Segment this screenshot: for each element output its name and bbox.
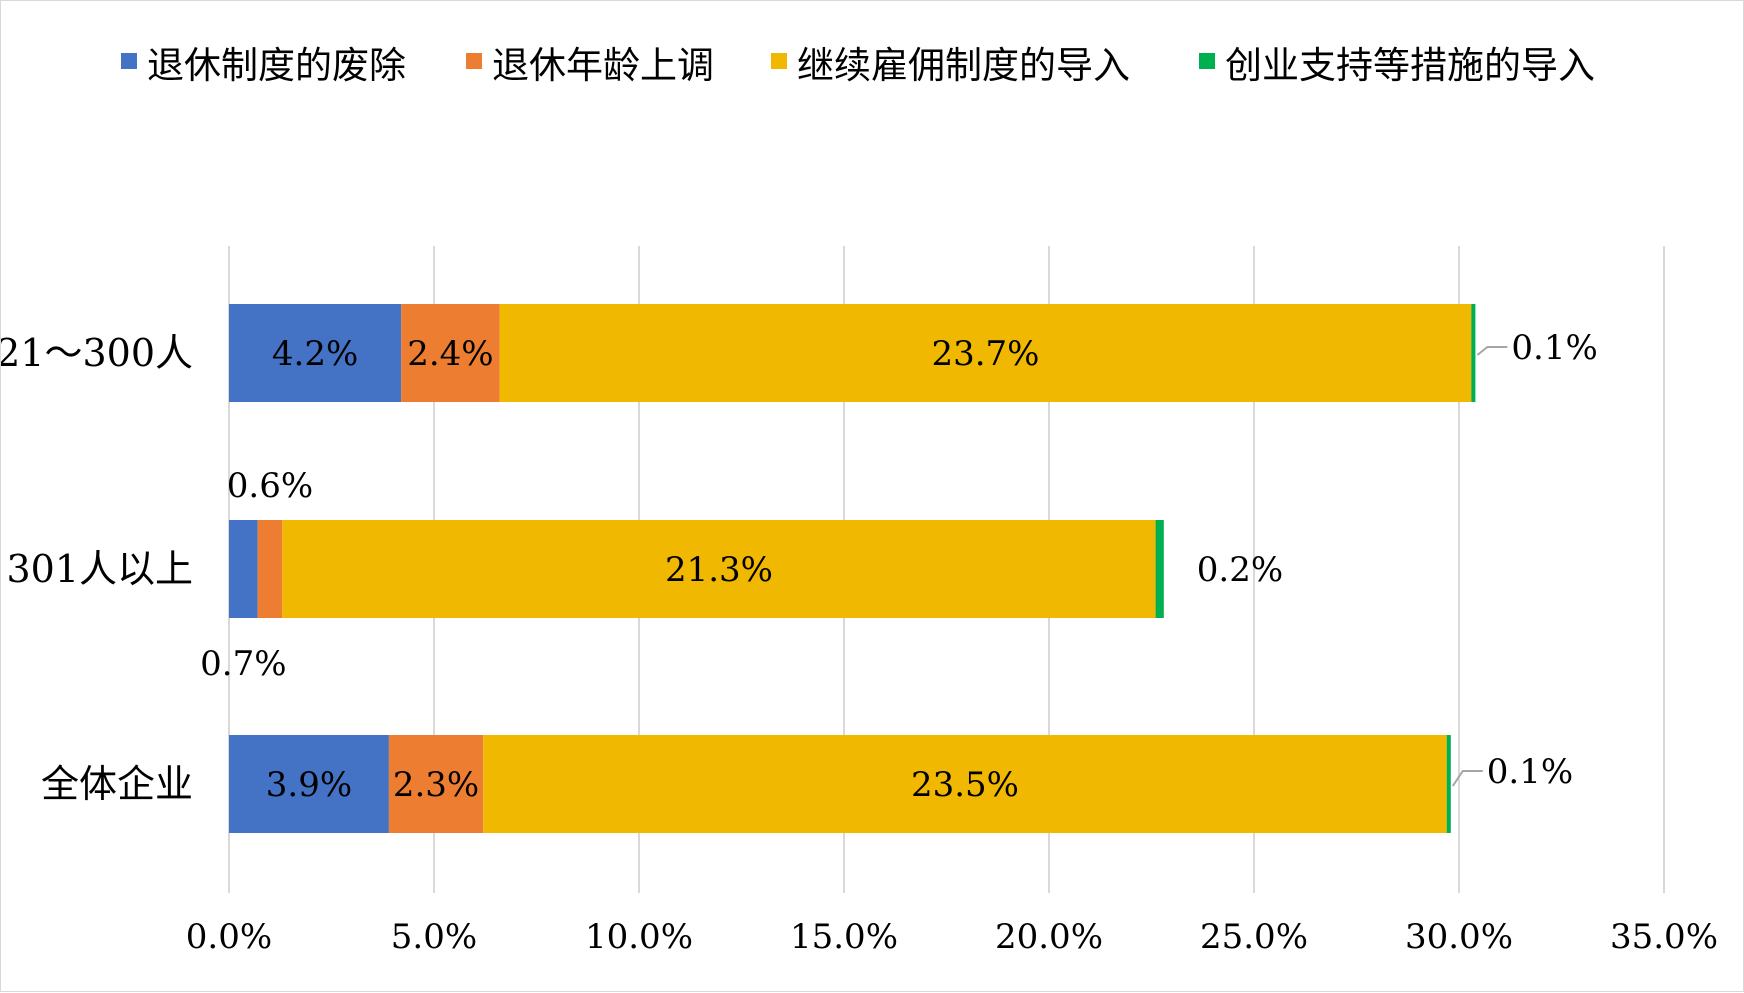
data-label-1-2: 21.3% bbox=[665, 550, 773, 590]
bar-segment-2-3 bbox=[1446, 735, 1451, 833]
bar-segment-0-3 bbox=[1471, 304, 1476, 402]
x-tick-label-7: 35.0% bbox=[1610, 917, 1718, 957]
leader-line-0 bbox=[1476, 346, 1508, 356]
x-tick-label-6: 30.0% bbox=[1405, 917, 1513, 957]
legend-swatch-3 bbox=[1199, 53, 1215, 69]
x-tick-label-0: 0.0% bbox=[186, 917, 272, 957]
category-label-1: 301人以上 bbox=[6, 547, 193, 591]
category-label-2: 全体企业 bbox=[41, 762, 193, 806]
bar-segment-0-1 bbox=[401, 304, 500, 402]
bar-segment-1-0 bbox=[229, 520, 258, 618]
leader-line-2 bbox=[1451, 770, 1483, 787]
legend-label-0: 退休制度的废除 bbox=[147, 44, 406, 87]
bar-segment-0-2 bbox=[499, 304, 1472, 402]
data-label-2-2: 23.5% bbox=[911, 765, 1019, 805]
data-label-0-0: 4.2% bbox=[272, 334, 358, 374]
bar-segment-1-3 bbox=[1155, 520, 1164, 618]
bar-segment-2-0 bbox=[229, 735, 389, 833]
bar-segment-0-0 bbox=[229, 304, 402, 402]
category-label-0: 21～300人 bbox=[1, 331, 193, 375]
legend-label-3: 创业支持等措施的导入 bbox=[1225, 44, 1595, 87]
bar-segment-2-1 bbox=[388, 735, 484, 833]
x-tick-label-4: 20.0% bbox=[995, 917, 1103, 957]
bar-segment-1-2 bbox=[282, 520, 1156, 618]
x-tick-label-1: 5.0% bbox=[391, 917, 477, 957]
legend-swatch-1 bbox=[466, 53, 482, 69]
data-label-2-0: 3.9% bbox=[266, 765, 352, 805]
data-label-2-1: 2.3% bbox=[393, 765, 479, 805]
legend-label-1: 退休年龄上调 bbox=[492, 44, 714, 87]
legend-label-2: 继续雇佣制度的导入 bbox=[797, 44, 1130, 87]
legend-swatch-2 bbox=[771, 53, 787, 69]
data-label-0-3: 0.1% bbox=[1511, 328, 1597, 368]
data-label-0-1: 2.4% bbox=[407, 334, 493, 374]
data-label-1-1: 0.6% bbox=[227, 466, 313, 506]
x-tick-label-2: 10.0% bbox=[585, 917, 693, 957]
data-label-2-3: 0.1% bbox=[1487, 752, 1573, 792]
legend-swatch-0 bbox=[121, 53, 137, 69]
data-label-0-2: 23.7% bbox=[931, 334, 1039, 374]
bar-segment-2-2 bbox=[483, 735, 1447, 833]
data-label-1-0: 0.7% bbox=[200, 644, 286, 684]
x-tick-label-3: 15.0% bbox=[790, 917, 898, 957]
x-tick-label-5: 25.0% bbox=[1200, 917, 1308, 957]
data-label-1-3: 0.2% bbox=[1197, 550, 1283, 590]
bar-segment-1-1 bbox=[257, 520, 283, 618]
